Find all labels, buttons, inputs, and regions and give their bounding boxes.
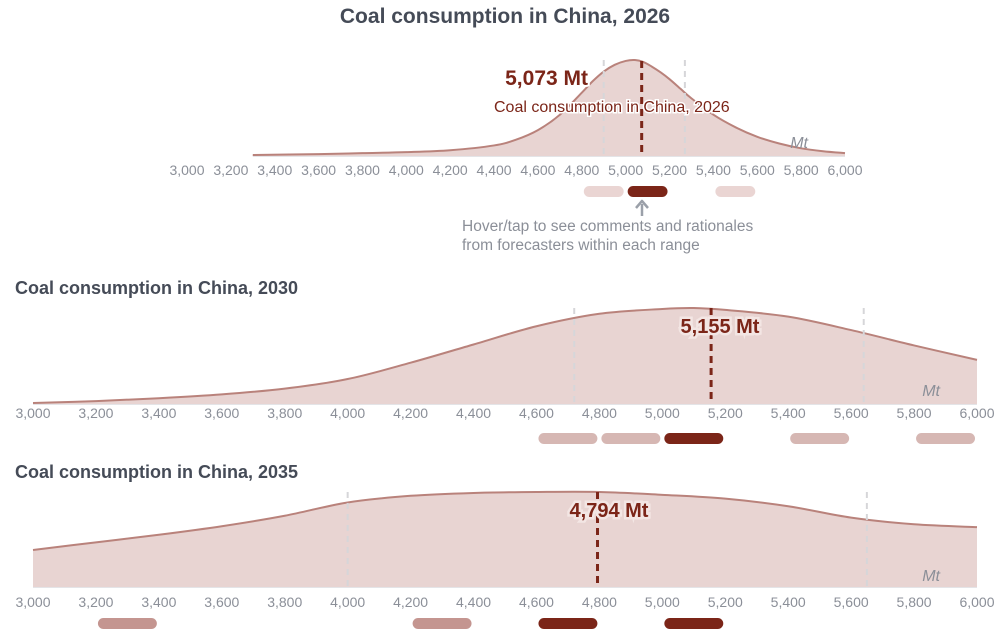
- x-tick-label: 5,400: [771, 405, 806, 421]
- x-tick-label: 5,600: [834, 594, 869, 610]
- x-tick-label: 5,400: [696, 162, 731, 178]
- x-tick-label: 3,400: [141, 594, 176, 610]
- up-arrow-head-icon: [635, 199, 649, 209]
- x-tick-label: 5,200: [708, 594, 743, 610]
- x-tick-label: 4,600: [519, 405, 554, 421]
- hint-line-2: from forecasters within each range: [462, 237, 700, 254]
- x-tick-label: 5,200: [708, 405, 743, 421]
- x-tick-label: 5,000: [608, 162, 643, 178]
- range-bin[interactable]: [664, 618, 724, 629]
- x-tick-label: 4,400: [456, 594, 491, 610]
- density-curve: [252, 58, 846, 157]
- x-tick-label: 3,400: [141, 405, 176, 421]
- x-tick-label: 4,000: [389, 162, 424, 178]
- unit-label-2030: Mt: [922, 383, 940, 400]
- x-tick-label: 4,600: [520, 162, 555, 178]
- x-tick-label: 4,200: [393, 594, 428, 610]
- range-bin[interactable]: [538, 618, 598, 629]
- x-tick-label: 5,800: [897, 594, 932, 610]
- x-tick-label: 5,000: [645, 405, 680, 421]
- x-tick-label: 5,000: [645, 594, 680, 610]
- x-tick-label: 5,600: [834, 405, 869, 421]
- x-tick-label: 4,600: [519, 594, 554, 610]
- range-bin[interactable]: [790, 433, 850, 444]
- median-sublabel-2026: Coal consumption in China, 2026: [494, 99, 730, 116]
- range-bin[interactable]: [538, 433, 598, 444]
- range-bin[interactable]: [97, 618, 157, 629]
- x-tick-label: 5,800: [784, 162, 819, 178]
- x-tick-label: 5,400: [771, 594, 806, 610]
- x-tick-label: 3,200: [78, 594, 113, 610]
- x-tick-label: 3,800: [267, 594, 302, 610]
- x-tick-label: 5,800: [897, 405, 932, 421]
- density-area[interactable]: [33, 307, 977, 404]
- x-tick-label: 4,200: [433, 162, 468, 178]
- x-tick-label: 3,000: [169, 162, 204, 178]
- x-tick-label: 4,000: [330, 594, 365, 610]
- x-tick-label: 3,000: [15, 594, 50, 610]
- x-tick-label: 5,600: [740, 162, 775, 178]
- x-tick-label: 4,800: [582, 405, 617, 421]
- range-bin[interactable]: [412, 618, 472, 629]
- range-bin[interactable]: [916, 433, 975, 444]
- x-tick-label: 4,400: [477, 162, 512, 178]
- median-label-2030: 5,155 Mt: [681, 316, 760, 338]
- range-bin[interactable]: [664, 433, 724, 444]
- x-tick-label: 4,800: [582, 594, 617, 610]
- range-bin[interactable]: [583, 186, 624, 197]
- x-tick-label: 3,800: [267, 405, 302, 421]
- x-tick-label: 3,000: [15, 405, 50, 421]
- hint-line-1: Hover/tap to see comments and rationales: [462, 218, 753, 235]
- x-tick-label: 4,800: [564, 162, 599, 178]
- chart-2035: Coal consumption in China, 2035 Mt 4,794…: [15, 462, 995, 629]
- density-curve: [32, 490, 978, 551]
- x-tick-label: 3,600: [204, 594, 239, 610]
- x-tick-label: 4,200: [393, 405, 428, 421]
- x-tick-label: 5,200: [652, 162, 687, 178]
- x-tick-label: 6,000: [959, 594, 994, 610]
- chart-2030: Coal consumption in China, 2030 Mt 5,155…: [15, 278, 995, 444]
- chart-title-2030: Coal consumption in China, 2030: [15, 278, 298, 298]
- x-tick-label: 6,000: [959, 405, 994, 421]
- density-area[interactable]: [33, 491, 977, 587]
- unit-label-2026: Mt: [790, 135, 808, 152]
- chart-2026: Coal consumption in China, 2026 Mt 5,073…: [169, 5, 863, 197]
- x-tick-label: 3,400: [257, 162, 292, 178]
- range-bin[interactable]: [715, 186, 756, 197]
- density-area[interactable]: [252, 59, 846, 156]
- x-tick-label: 3,800: [345, 162, 380, 178]
- median-label-2026: 5,073 Mt: [505, 67, 588, 90]
- chart-title-2035: Coal consumption in China, 2035: [15, 462, 298, 482]
- x-tick-label: 3,600: [301, 162, 336, 178]
- chart-title-2026: Coal consumption in China, 2026: [340, 5, 670, 28]
- x-tick-label: 6,000: [827, 162, 862, 178]
- unit-label-2035: Mt: [922, 568, 940, 585]
- density-curve: [32, 306, 978, 405]
- x-tick-label: 4,000: [330, 405, 365, 421]
- x-tick-label: 3,200: [213, 162, 248, 178]
- x-tick-label: 4,400: [456, 405, 491, 421]
- hover-hint: Hover/tap to see comments and rationales…: [462, 199, 753, 254]
- range-bin[interactable]: [601, 433, 661, 444]
- x-tick-label: 3,600: [204, 405, 239, 421]
- range-bin[interactable]: [627, 186, 668, 197]
- median-label-2035: 4,794 Mt: [570, 500, 649, 522]
- x-tick-label: 3,200: [78, 405, 113, 421]
